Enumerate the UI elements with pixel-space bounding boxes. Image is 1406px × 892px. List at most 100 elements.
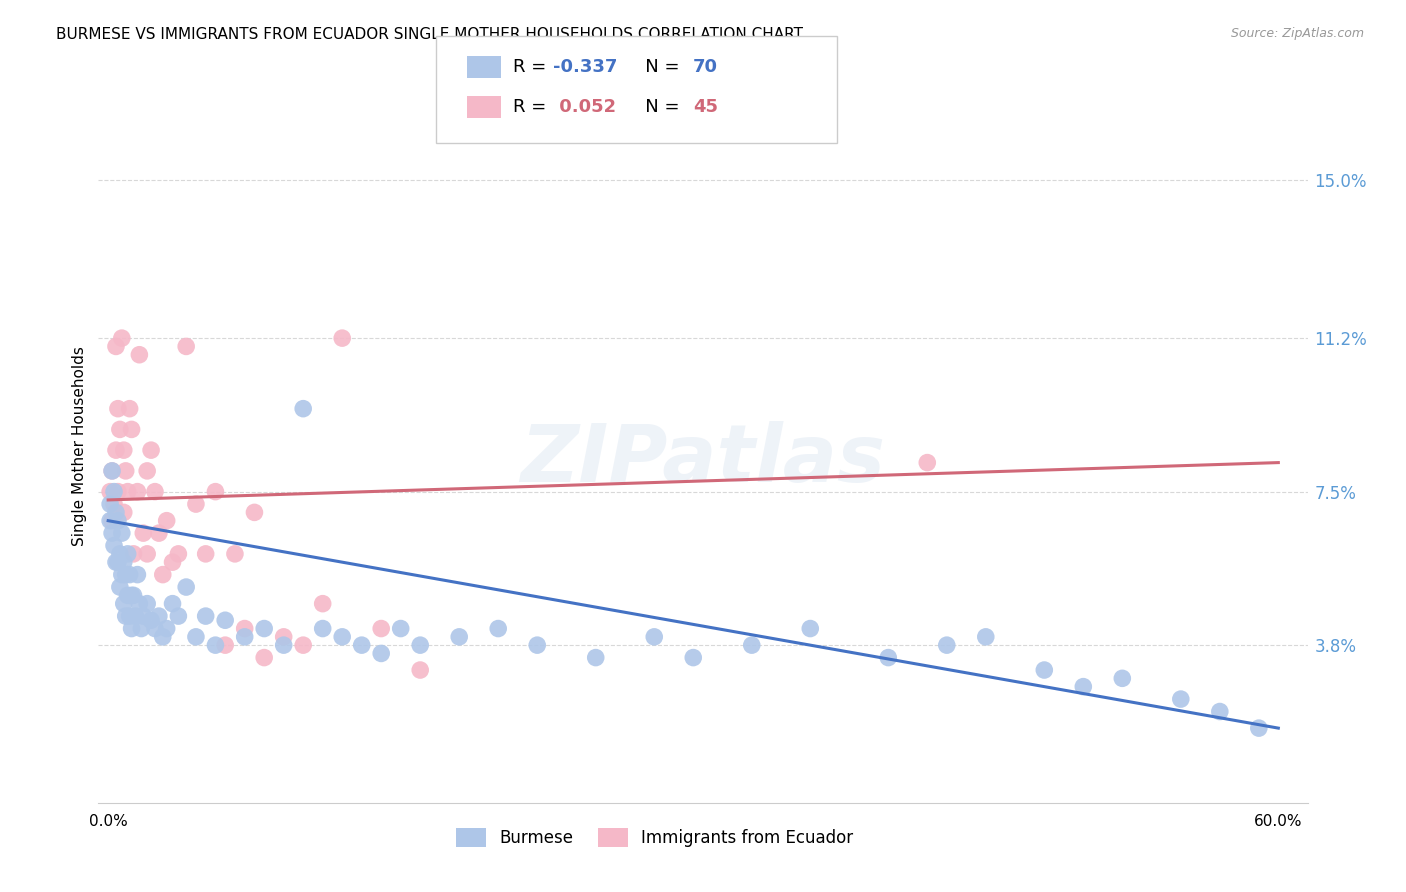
Point [108, 547, 131, 561]
Point [330, 331, 353, 345]
Point [103, 539, 125, 553]
Point [132, 609, 155, 624]
Point [409, 663, 432, 677]
Point [117, 547, 139, 561]
Point [148, 609, 170, 624]
Point [409, 638, 432, 652]
Point [152, 567, 174, 582]
Point [98, 514, 121, 528]
Point [162, 555, 184, 569]
Point [122, 588, 145, 602]
Point [204, 638, 226, 652]
Point [112, 597, 135, 611]
Point [741, 638, 763, 652]
Point [233, 622, 256, 636]
Point [1111, 671, 1133, 685]
Point [104, 443, 127, 458]
Point [194, 609, 217, 624]
Text: 70: 70 [693, 58, 718, 76]
Point [486, 622, 509, 636]
Point [233, 630, 256, 644]
Point [112, 443, 135, 458]
Point [121, 622, 143, 636]
Point [118, 609, 141, 624]
Point [139, 443, 162, 458]
Point [148, 526, 170, 541]
Point [184, 630, 207, 644]
Point [156, 622, 179, 636]
Point [143, 622, 166, 636]
Point [128, 348, 150, 362]
Point [1209, 705, 1232, 719]
Point [107, 484, 129, 499]
Point [799, 622, 821, 636]
Point [107, 401, 129, 416]
Point [877, 650, 900, 665]
Point [174, 580, 197, 594]
Point [1071, 680, 1094, 694]
Point [1247, 721, 1270, 735]
Text: BURMESE VS IMMIGRANTS FROM ECUADOR SINGLE MOTHER HOUSEHOLDS CORRELATION CHART: BURMESE VS IMMIGRANTS FROM ECUADOR SINGL… [56, 27, 803, 42]
Point [98, 484, 121, 499]
Point [292, 401, 315, 416]
Point [370, 622, 392, 636]
Point [243, 505, 266, 519]
Point [114, 464, 136, 478]
Point [101, 464, 124, 478]
Point [128, 597, 150, 611]
Point [101, 464, 124, 478]
Point [104, 339, 127, 353]
Point [131, 622, 153, 636]
Point [1170, 692, 1192, 706]
Point [167, 609, 190, 624]
Point [330, 630, 353, 644]
Point [194, 547, 217, 561]
Point [117, 484, 139, 499]
Point [139, 613, 162, 627]
Text: Source: ZipAtlas.com: Source: ZipAtlas.com [1230, 27, 1364, 40]
Point [585, 650, 607, 665]
Point [935, 638, 957, 652]
Text: 45: 45 [693, 98, 718, 116]
Text: R =: R = [513, 98, 553, 116]
Point [167, 547, 190, 561]
Text: R =: R = [513, 58, 553, 76]
Point [121, 422, 143, 436]
Point [104, 505, 127, 519]
Point [136, 597, 159, 611]
Point [107, 555, 129, 569]
Point [184, 497, 207, 511]
Point [127, 484, 149, 499]
Point [114, 609, 136, 624]
Point [526, 638, 548, 652]
Point [204, 484, 226, 499]
Point [112, 555, 135, 569]
Point [682, 650, 704, 665]
Point [136, 547, 159, 561]
Point [449, 630, 471, 644]
Point [98, 497, 121, 511]
Text: ZIPatlas: ZIPatlas [520, 421, 886, 500]
Point [104, 555, 127, 569]
Point [174, 339, 197, 353]
Point [132, 526, 155, 541]
Text: -0.337: -0.337 [553, 58, 617, 76]
Point [156, 514, 179, 528]
Point [111, 567, 134, 582]
Point [214, 638, 236, 652]
Point [162, 597, 184, 611]
Point [108, 422, 131, 436]
Point [143, 484, 166, 499]
Point [224, 547, 246, 561]
Point [103, 497, 125, 511]
Point [108, 580, 131, 594]
Point [103, 484, 125, 499]
Point [1033, 663, 1056, 677]
Point [253, 650, 276, 665]
Point [292, 638, 315, 652]
Point [121, 588, 143, 602]
Point [124, 609, 146, 624]
Point [273, 638, 295, 652]
Point [118, 401, 141, 416]
Point [152, 630, 174, 644]
